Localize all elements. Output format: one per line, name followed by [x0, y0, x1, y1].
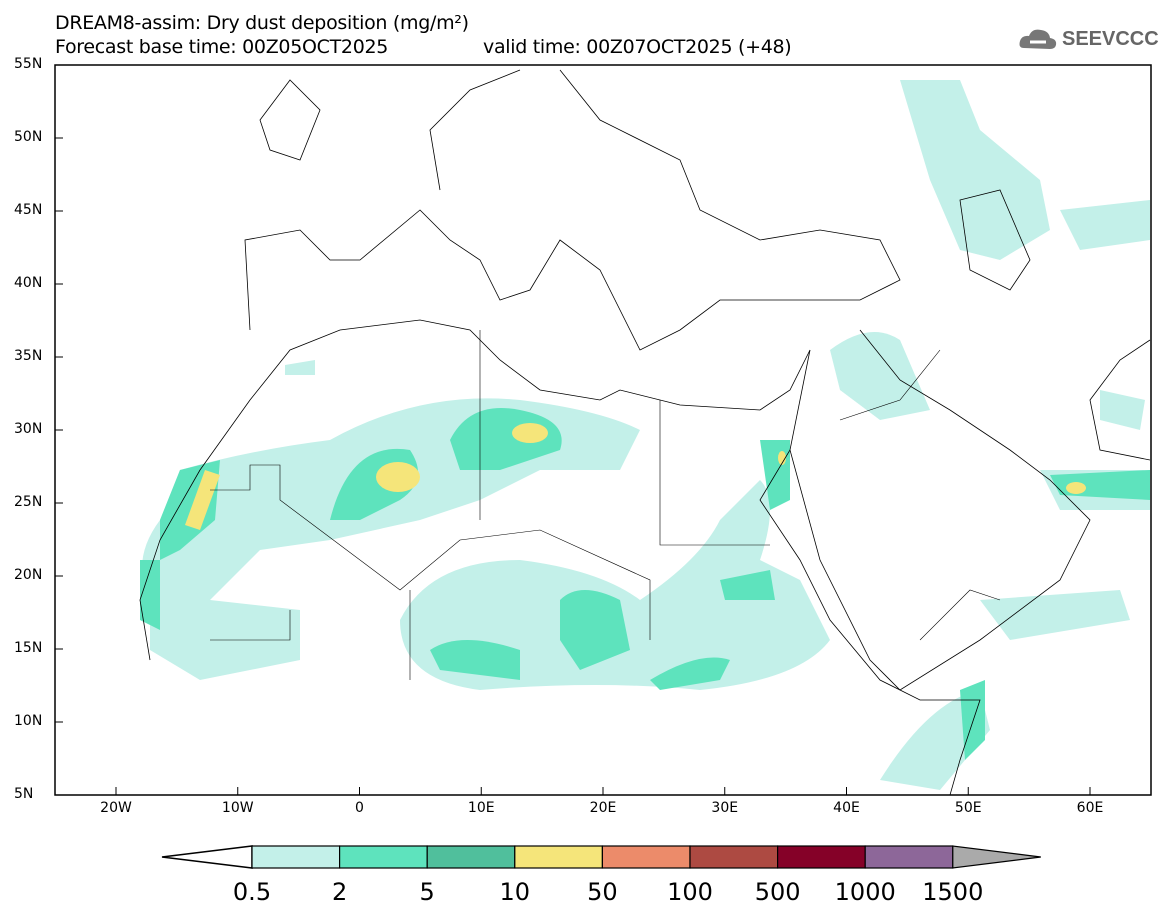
colorbar-label: 1000: [834, 878, 896, 906]
lon-label: 40E: [833, 800, 860, 816]
lon-label: 60E: [1076, 800, 1104, 816]
base-time: Forecast base time: 00Z05OCT2025: [55, 36, 389, 58]
colorbar-label: 50: [587, 878, 618, 906]
colorbar-label: 0.5: [232, 878, 272, 906]
lat-label: 5N: [14, 786, 34, 802]
colorbar-label: 1500: [922, 878, 984, 906]
colorbar-under-arrow: [161, 845, 253, 869]
borders: [210, 330, 1001, 680]
logo-text: SEEVCCC: [1062, 27, 1159, 50]
colorbar-swatch: [514, 845, 603, 869]
colorbar-over-arrow: [952, 845, 1041, 869]
lat-label: 10N: [14, 713, 43, 729]
lat-label: 20N: [14, 567, 43, 583]
colorbar-swatch: [601, 845, 691, 869]
lon-label: 50E: [954, 800, 982, 816]
colorbar-swatch: [426, 845, 516, 869]
valid-time: valid time: 00Z07OCT2025 (+48): [483, 36, 792, 58]
colorbar-swatch: [339, 845, 428, 869]
dust-yellow: [185, 423, 1086, 530]
seevccc-logo: SEEVCCC: [1018, 26, 1159, 52]
lat-label: 35N: [14, 348, 43, 364]
colorbar-label: 100: [667, 878, 713, 906]
lon-label: 30E: [711, 800, 739, 816]
lat-label: 55N: [14, 56, 43, 72]
colorbar-label: 500: [754, 878, 801, 906]
lon-label: 0: [355, 800, 364, 816]
colorbar-swatch: [251, 845, 341, 869]
colorbar: [161, 845, 1041, 869]
coastlines: [139, 69, 1151, 796]
colorbar-swatch: [689, 845, 779, 869]
colorbar-label: 5: [419, 878, 435, 906]
lat-label: 45N: [14, 202, 43, 218]
cloud-icon: [1019, 29, 1057, 49]
lat-label: 40N: [14, 275, 43, 291]
lon-label: 20E: [589, 800, 617, 816]
map-title: DREAM8-assim: Dry dust deposition (mg/m²…: [55, 12, 469, 34]
lon-label: 20W: [100, 800, 132, 816]
colorbar-swatch: [776, 845, 866, 869]
dust-light: [142, 80, 1150, 790]
lon-label: 10W: [221, 800, 254, 816]
lat-label: 25N: [14, 494, 43, 510]
lat-label: 50N: [14, 129, 43, 145]
lon-label: 10E: [467, 800, 495, 816]
lat-label: 15N: [14, 640, 43, 656]
colorbar-label: 2: [331, 878, 348, 906]
lat-label: 30N: [14, 421, 43, 437]
colorbar-swatch: [864, 845, 954, 869]
colorbar-label: 10: [499, 878, 531, 906]
